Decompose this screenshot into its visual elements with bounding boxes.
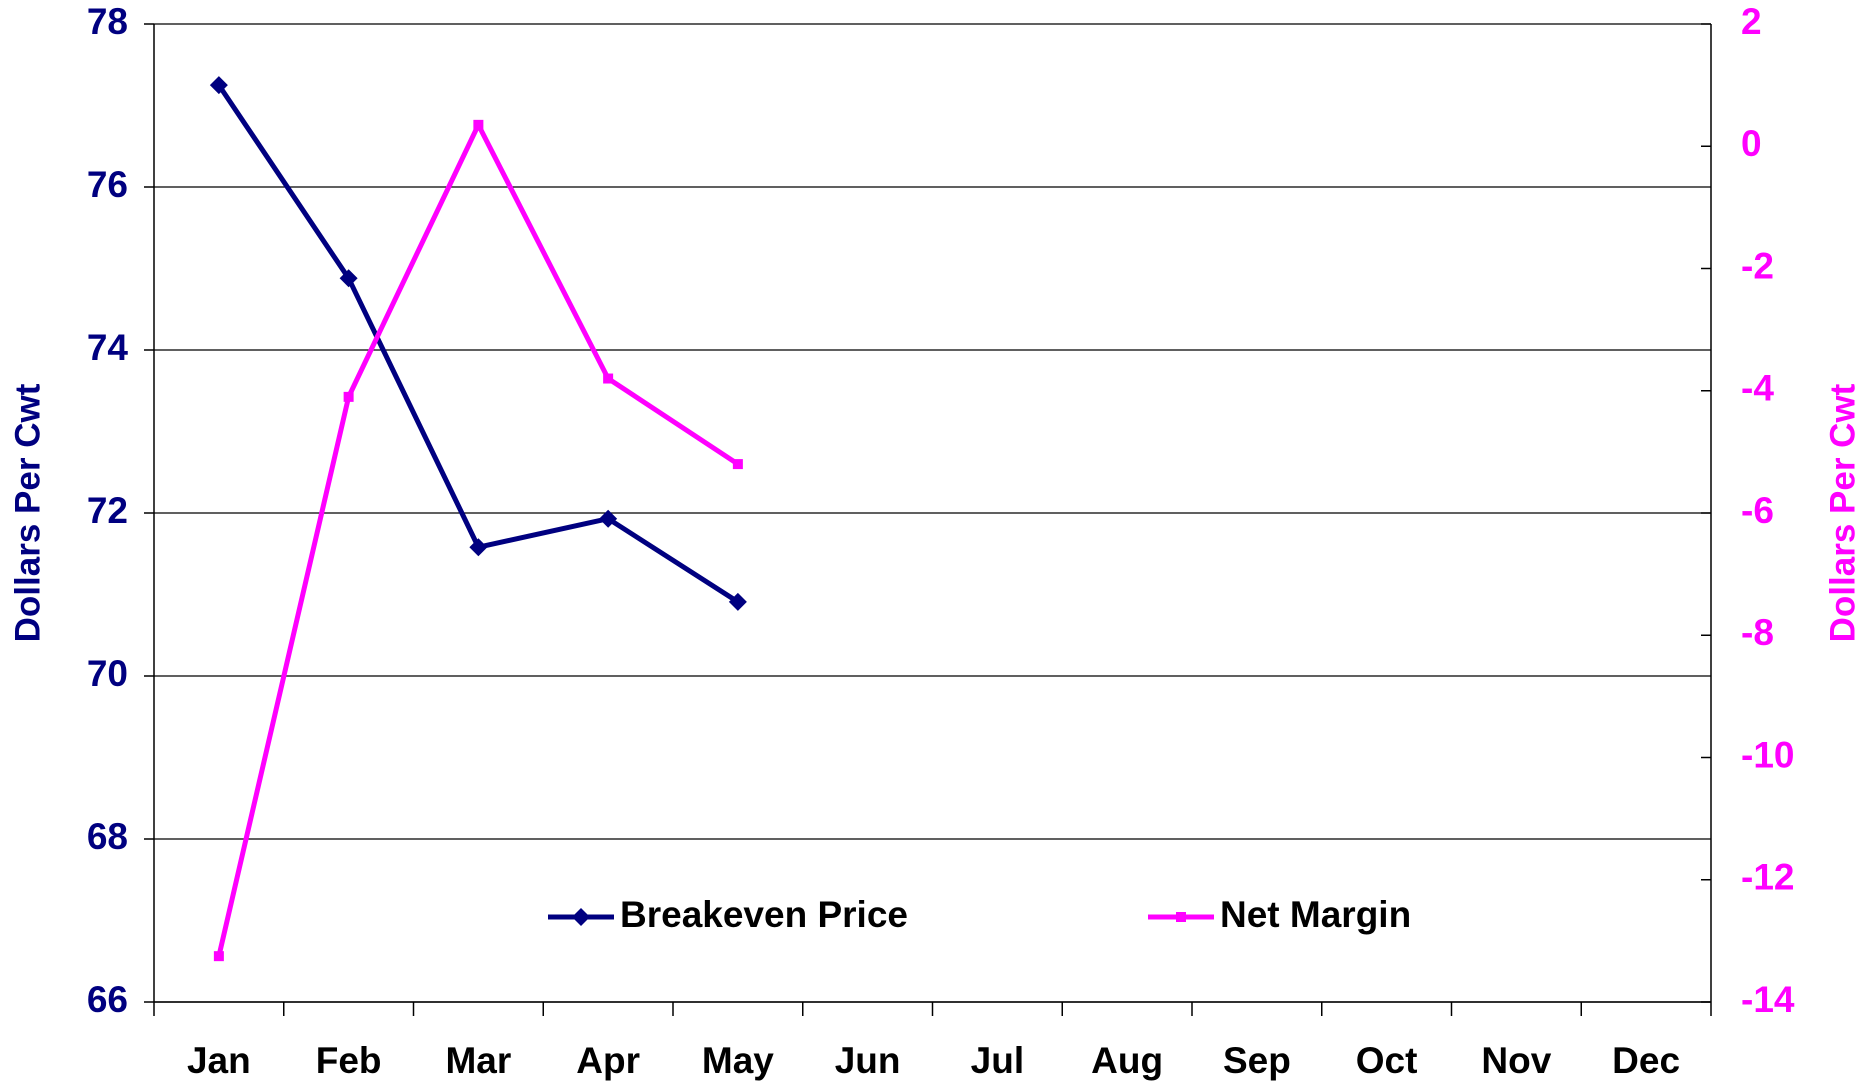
point — [473, 119, 484, 130]
point — [339, 269, 358, 288]
y2-tick-label: -6 — [1741, 490, 1774, 531]
y-axis-label: Dollars Per Cwt — [8, 383, 47, 642]
y-tick-label: 74 — [87, 327, 129, 368]
x-tick-label: Nov — [1481, 1040, 1551, 1081]
y-tick-label: 72 — [87, 490, 128, 531]
y-tick-label: 68 — [87, 816, 128, 857]
y2-tick-label: -8 — [1741, 612, 1774, 653]
point — [732, 459, 743, 470]
y2-tick-label: 2 — [1741, 1, 1762, 42]
y-tick-label: 70 — [87, 653, 128, 694]
x-tick-label: Aug — [1091, 1040, 1163, 1081]
legend-label: Net Margin — [1220, 894, 1411, 935]
y-tick-label: 66 — [87, 979, 128, 1020]
y2-tick-label: -2 — [1741, 245, 1774, 286]
y-tick-label: 78 — [87, 1, 128, 42]
x-tick-label: Feb — [316, 1040, 382, 1081]
x-tick-label: Sep — [1223, 1040, 1291, 1081]
y2-tick-label: -10 — [1741, 734, 1794, 775]
x-tick-label: Mar — [445, 1040, 511, 1081]
point — [599, 509, 618, 528]
x-tick-label: Jun — [835, 1040, 901, 1081]
point — [469, 538, 488, 557]
y2-tick-label: 0 — [1741, 123, 1762, 164]
point — [213, 951, 224, 962]
point — [209, 76, 228, 95]
y2-tick-label: -4 — [1741, 368, 1774, 409]
legend-marker — [1176, 912, 1186, 922]
legend-label: Breakeven Price — [620, 894, 908, 935]
y2-tick-label: -12 — [1741, 857, 1794, 898]
y2-tick-label: -14 — [1741, 979, 1795, 1020]
x-tick-label: May — [702, 1040, 774, 1081]
point — [728, 592, 747, 611]
point — [603, 373, 614, 384]
series-line — [216, 83, 740, 604]
x-tick-label: Jul — [971, 1040, 1024, 1081]
y-tick-label: 76 — [87, 164, 128, 205]
x-tick-label: Dec — [1612, 1040, 1680, 1081]
x-tick-label: Oct — [1356, 1040, 1418, 1081]
x-tick-label: Jan — [187, 1040, 251, 1081]
legend-marker — [572, 908, 590, 926]
y2-axis-label: Dollars Per Cwt — [1823, 383, 1862, 642]
x-tick-label: Apr — [576, 1040, 640, 1081]
point — [343, 391, 354, 402]
